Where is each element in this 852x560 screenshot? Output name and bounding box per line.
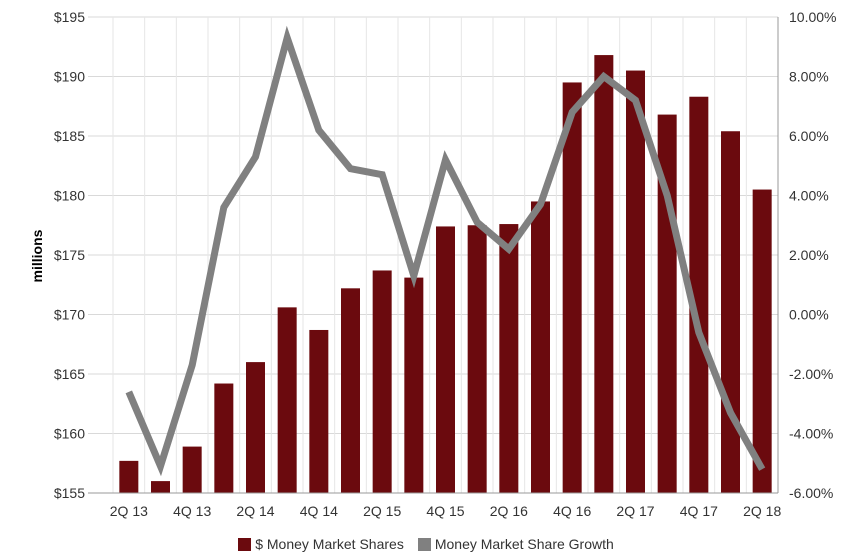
bar: [752, 189, 772, 494]
legend-label-line: Money Market Share Growth: [434, 536, 614, 552]
legend: $ Money Market Shares Money Market Share…: [0, 536, 852, 552]
x-tick-label: 2Q 17: [616, 503, 654, 519]
axes: [88, 17, 779, 494]
bar: [499, 224, 519, 493]
y-tick-label: $155: [54, 485, 85, 501]
legend-swatch-line: [417, 537, 431, 551]
bar: [309, 329, 329, 493]
legend-swatch-bars: [238, 537, 252, 551]
x-tick-label: 2Q 15: [363, 503, 401, 519]
series-line: [125, 25, 766, 477]
legend-item-bars: $ Money Market Shares: [238, 536, 404, 552]
bar: [562, 82, 582, 493]
x-tick-label: 4Q 13: [173, 503, 211, 519]
y2-tick-label: 6.00%: [789, 128, 829, 144]
x-tick-label: 2Q 18: [743, 503, 781, 519]
bar: [151, 481, 170, 493]
y-tick-label: $175: [54, 247, 85, 263]
y2-tick-label: -6.00%: [789, 485, 833, 501]
bar: [626, 70, 645, 494]
x-tick-label: 4Q 14: [300, 503, 338, 519]
y-tick-label: $165: [54, 366, 85, 382]
x-tick-label: 4Q 15: [426, 503, 464, 519]
y2-tick-label: 2.00%: [789, 247, 829, 263]
y-axis-title: millions: [29, 229, 45, 282]
bar: [721, 131, 740, 494]
line-series: [125, 25, 766, 477]
y-axis-right-ticks: -6.00% -4.00% -2.00% 0.00% 2.00% 4.00% 6.00% 8.…: [789, 9, 836, 501]
x-axis-ticks: 2Q 13 4Q 13 2Q 14 4Q 14 2Q 15 4Q 15 2Q 16 4Q 16…: [110, 503, 782, 519]
y2-tick-label: 10.00%: [789, 9, 836, 25]
y-tick-label: $180: [54, 188, 85, 204]
legend-label-bars: $ Money Market Shares: [255, 536, 404, 552]
bar: [246, 362, 265, 493]
x-tick-label: 4Q 16: [553, 503, 591, 519]
y-axis-left-ticks: $155 $160 $165 $170 $175 $180 $185 $190 $195: [54, 9, 85, 501]
bar: [341, 288, 360, 493]
bar: [689, 96, 709, 493]
y-tick-label: $195: [54, 9, 85, 25]
legend-item-line: Money Market Share Growth: [417, 536, 614, 552]
bar: [214, 383, 234, 493]
y2-tick-label: -2.00%: [789, 366, 833, 382]
bar: [404, 277, 424, 493]
y-tick-label: $185: [54, 128, 85, 144]
bar: [372, 270, 392, 493]
y-tick-label: $160: [54, 426, 85, 442]
bar: [277, 307, 297, 493]
y2-tick-label: -4.00%: [789, 426, 833, 442]
y-tick-label: $190: [54, 69, 85, 85]
grid-lines: [88, 16, 779, 494]
x-tick-label: 4Q 17: [680, 503, 718, 519]
bar: [467, 225, 487, 493]
y2-tick-label: 4.00%: [789, 188, 829, 204]
bar: [182, 446, 202, 493]
bar: [119, 460, 139, 493]
x-tick-label: 2Q 13: [110, 503, 148, 519]
bar: [594, 55, 614, 494]
bar-series: [119, 55, 772, 494]
bar: [436, 226, 455, 493]
bar: [531, 201, 550, 493]
y2-tick-label: 8.00%: [789, 69, 829, 85]
x-tick-label: 2Q 14: [236, 503, 274, 519]
y2-tick-label: 0.00%: [789, 307, 829, 323]
y-tick-label: $170: [54, 307, 85, 323]
x-tick-label: 2Q 16: [490, 503, 528, 519]
